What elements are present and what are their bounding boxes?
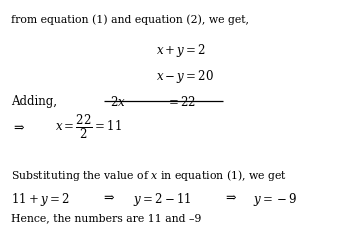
Text: Adding,: Adding,: [11, 95, 57, 108]
Text: $x - y = 20$: $x - y = 20$: [156, 68, 214, 85]
Text: $x + y = 2$: $x + y = 2$: [156, 42, 206, 59]
Text: $\Rightarrow$: $\Rightarrow$: [101, 191, 115, 204]
Text: Substituting the value of $x$ in equation (1), we get: Substituting the value of $x$ in equatio…: [11, 168, 287, 183]
Text: $x = \dfrac{22}{2} = 11$: $x = \dfrac{22}{2} = 11$: [55, 113, 122, 141]
Text: from equation (1) and equation (2), we get,: from equation (1) and equation (2), we g…: [11, 15, 249, 25]
Text: $2x$: $2x$: [110, 95, 126, 109]
Text: $\Rightarrow$: $\Rightarrow$: [223, 191, 238, 204]
Text: $y = -9$: $y = -9$: [253, 191, 297, 208]
Text: $y = 2 - 11$: $y = 2 - 11$: [133, 191, 191, 208]
Text: $11 + y = 2$: $11 + y = 2$: [11, 191, 69, 208]
Text: $\Rightarrow$: $\Rightarrow$: [11, 121, 25, 134]
Text: $= 22$: $= 22$: [166, 95, 196, 109]
Text: Hence, the numbers are 11 and –9: Hence, the numbers are 11 and –9: [11, 213, 201, 223]
